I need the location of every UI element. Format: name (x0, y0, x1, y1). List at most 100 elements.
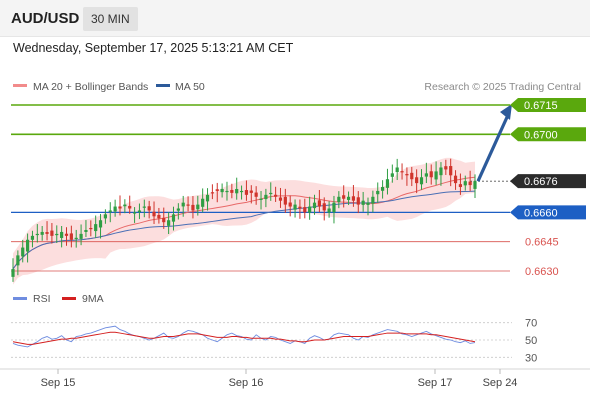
candle-body (84, 229, 88, 232)
candle-body (322, 203, 326, 211)
candle (128, 195, 132, 214)
level-label-0.6645: 0.6645 (525, 237, 559, 249)
candle (220, 183, 224, 198)
candle (142, 199, 146, 218)
x-tick-label: Sep 17 (418, 377, 453, 389)
candle (419, 169, 424, 190)
candle (444, 159, 448, 175)
price-levels (11, 104, 512, 272)
candle (171, 206, 176, 231)
ma9-legend-swatch (62, 297, 76, 300)
candle (356, 191, 360, 214)
candle (157, 207, 161, 224)
candle (415, 169, 419, 194)
candle-body (16, 255, 20, 266)
candle-body (366, 202, 370, 205)
candle-body (473, 181, 477, 189)
candle (89, 220, 93, 237)
candle-body (239, 190, 244, 193)
candle-body (351, 196, 356, 201)
candle (201, 188, 205, 213)
candle (308, 196, 312, 220)
candle-body (317, 200, 321, 207)
level-tag-0.6660 (510, 205, 586, 220)
candle-body (468, 181, 472, 186)
candle (288, 195, 292, 217)
candle-body (64, 233, 69, 236)
candle (449, 158, 453, 187)
candle-body (337, 196, 341, 202)
candle (429, 164, 433, 185)
candle-body (429, 171, 433, 178)
candle-body (371, 196, 375, 204)
candle-body (103, 214, 107, 219)
candle-body (342, 195, 346, 199)
candle-body (98, 220, 103, 228)
candle-body (288, 202, 292, 207)
candle (468, 170, 472, 192)
candle-body (400, 171, 404, 173)
candle-body (274, 194, 278, 197)
candle (118, 195, 122, 216)
candle (332, 195, 336, 224)
bollinger-band-area (13, 157, 475, 285)
candle (181, 195, 185, 217)
candle-body (220, 188, 224, 193)
candle-body (385, 179, 390, 188)
candle (317, 189, 321, 213)
candle (230, 183, 234, 199)
candle (205, 188, 210, 211)
candle (361, 191, 365, 212)
level-label-0.6630: 0.6630 (525, 266, 559, 278)
candle (303, 198, 307, 219)
candle (346, 191, 351, 206)
candle (176, 203, 180, 220)
candle-body (356, 197, 360, 205)
candle-body (449, 166, 453, 176)
candle-body (444, 166, 448, 170)
candle (55, 225, 59, 244)
candle (152, 201, 156, 224)
candle-body (283, 196, 287, 205)
candle-body (361, 200, 365, 205)
candle-body (278, 197, 283, 201)
candle-body (312, 202, 317, 209)
candle (244, 180, 249, 201)
candle (371, 190, 375, 213)
candle-body (434, 171, 438, 180)
candle-body (152, 211, 156, 217)
timeframe-button[interactable]: 30 MIN (83, 7, 138, 31)
candle-body (35, 233, 39, 236)
candle-body (69, 233, 73, 240)
ma50-legend-swatch (156, 84, 170, 87)
candle-body (118, 206, 122, 209)
candle (123, 199, 127, 214)
candle-body (201, 198, 205, 207)
candle (191, 196, 195, 219)
chart-datetime: Wednesday, September 17, 2025 5:13:21 AM… (13, 41, 294, 55)
candle-body (249, 190, 253, 193)
candle (196, 195, 200, 216)
candle-body (381, 187, 385, 191)
candle-body (137, 210, 142, 213)
level-tag-0.6715 (510, 98, 586, 112)
candle-body (415, 177, 419, 184)
candle-body (463, 181, 467, 186)
candle-body (230, 189, 234, 193)
candle-body (167, 220, 171, 226)
candle-body (458, 184, 463, 188)
level-label-0.6660: 0.6660 (524, 207, 558, 219)
candle (11, 258, 15, 282)
candle-body (390, 173, 394, 177)
candle (395, 158, 399, 181)
candle (79, 224, 83, 246)
candle-body (171, 214, 176, 222)
rsi-tick-50: 50 (525, 335, 537, 347)
candle-body (89, 227, 93, 230)
candle (278, 187, 283, 208)
candle-body (123, 204, 127, 207)
rsi-legend-swatch (13, 297, 27, 300)
candle-body (259, 198, 263, 200)
rsi-tick-70: 70 (525, 318, 537, 330)
